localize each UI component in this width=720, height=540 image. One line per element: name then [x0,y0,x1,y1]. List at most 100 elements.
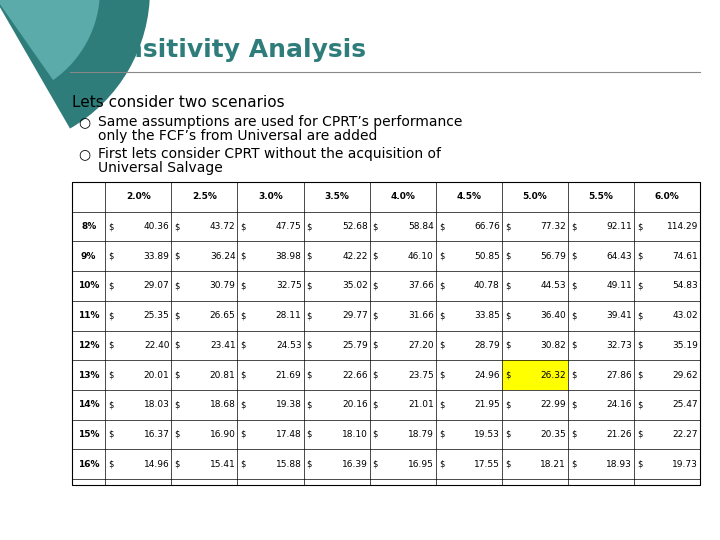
Text: ○: ○ [78,115,90,129]
Text: Lets consider two scenarios: Lets consider two scenarios [72,95,284,110]
Text: only the FCF’s from Universal are added: only the FCF’s from Universal are added [98,129,377,143]
Text: 18.21: 18.21 [540,460,566,469]
Text: 74.61: 74.61 [672,252,698,261]
Text: $: $ [505,341,510,350]
Text: 22.66: 22.66 [342,370,368,380]
Text: 15.41: 15.41 [210,460,235,469]
Text: $: $ [109,460,114,469]
Text: 36.24: 36.24 [210,252,235,261]
Text: 19.38: 19.38 [276,400,302,409]
Text: $: $ [637,281,642,291]
Text: $: $ [373,400,378,409]
Text: $: $ [373,311,378,320]
Text: 33.89: 33.89 [143,252,169,261]
Text: $: $ [109,341,114,350]
Text: 47.75: 47.75 [276,222,302,231]
Text: $: $ [637,400,642,409]
Text: 21.69: 21.69 [276,370,302,380]
Text: $: $ [109,400,114,409]
Text: $: $ [571,222,576,231]
Text: $: $ [240,370,246,380]
Text: $: $ [109,281,114,291]
Text: 77.32: 77.32 [540,222,566,231]
Text: $: $ [307,370,312,380]
Text: $: $ [373,460,378,469]
Wedge shape [0,0,150,129]
Text: $: $ [307,341,312,350]
Text: $: $ [307,281,312,291]
Text: $: $ [637,311,642,320]
Text: 15.88: 15.88 [276,460,302,469]
Text: 56.79: 56.79 [540,252,566,261]
Text: 46.10: 46.10 [408,252,433,261]
Text: 42.22: 42.22 [342,252,368,261]
Text: 12%: 12% [78,341,99,350]
Text: $: $ [373,252,378,261]
Text: 6.0%: 6.0% [654,192,680,201]
Text: 37.66: 37.66 [408,281,433,291]
Text: 32.75: 32.75 [276,281,302,291]
Text: $: $ [373,281,378,291]
Text: $: $ [373,222,378,231]
Text: 18.93: 18.93 [606,460,632,469]
Text: 17.55: 17.55 [474,460,500,469]
Text: 50.85: 50.85 [474,252,500,261]
Text: 28.79: 28.79 [474,341,500,350]
Text: $: $ [637,430,642,439]
Text: $: $ [240,222,246,231]
Text: 25.79: 25.79 [342,341,368,350]
Text: 20.01: 20.01 [144,370,169,380]
Text: $: $ [240,311,246,320]
Text: 3.0%: 3.0% [258,192,283,201]
Text: 18.10: 18.10 [342,430,368,439]
Text: 16.90: 16.90 [210,430,235,439]
Text: 52.68: 52.68 [342,222,368,231]
Text: 13%: 13% [78,370,99,380]
Text: 22.99: 22.99 [540,400,566,409]
Text: ○: ○ [78,147,90,161]
Text: $: $ [571,252,576,261]
Text: 24.96: 24.96 [474,370,500,380]
Text: 19.73: 19.73 [672,460,698,469]
Text: 43.72: 43.72 [210,222,235,231]
Text: $: $ [174,400,180,409]
Text: 22.27: 22.27 [672,430,698,439]
Text: 15%: 15% [78,430,99,439]
Text: $: $ [174,341,180,350]
Text: $: $ [174,370,180,380]
Text: 36.40: 36.40 [540,311,566,320]
Text: $: $ [505,281,510,291]
Text: 17.48: 17.48 [276,430,302,439]
Text: 35.02: 35.02 [342,281,368,291]
Text: $: $ [174,430,180,439]
Text: $: $ [240,460,246,469]
Text: $: $ [637,341,642,350]
Text: $: $ [373,370,378,380]
Text: $: $ [637,252,642,261]
Text: 92.11: 92.11 [606,222,632,231]
Text: Universal Salvage: Universal Salvage [98,161,222,175]
Text: 33.85: 33.85 [474,311,500,320]
Text: 14%: 14% [78,400,99,409]
Text: $: $ [373,341,378,350]
Text: 43.02: 43.02 [672,311,698,320]
Text: 66.76: 66.76 [474,222,500,231]
Text: 3.5%: 3.5% [324,192,349,201]
Text: 58.84: 58.84 [408,222,433,231]
Text: $: $ [307,430,312,439]
Wedge shape [0,0,100,80]
Text: 21.01: 21.01 [408,400,433,409]
Text: 28.11: 28.11 [276,311,302,320]
Text: $: $ [307,252,312,261]
Text: First lets consider CPRT without the acquisition of: First lets consider CPRT without the acq… [98,147,441,161]
Text: $: $ [109,311,114,320]
Text: $: $ [307,311,312,320]
Text: $: $ [571,460,576,469]
Text: $: $ [240,400,246,409]
Text: 4.0%: 4.0% [390,192,415,201]
Text: $: $ [109,430,114,439]
Text: $: $ [240,252,246,261]
Text: 49.11: 49.11 [606,281,632,291]
Text: 38.98: 38.98 [276,252,302,261]
Text: $: $ [505,430,510,439]
